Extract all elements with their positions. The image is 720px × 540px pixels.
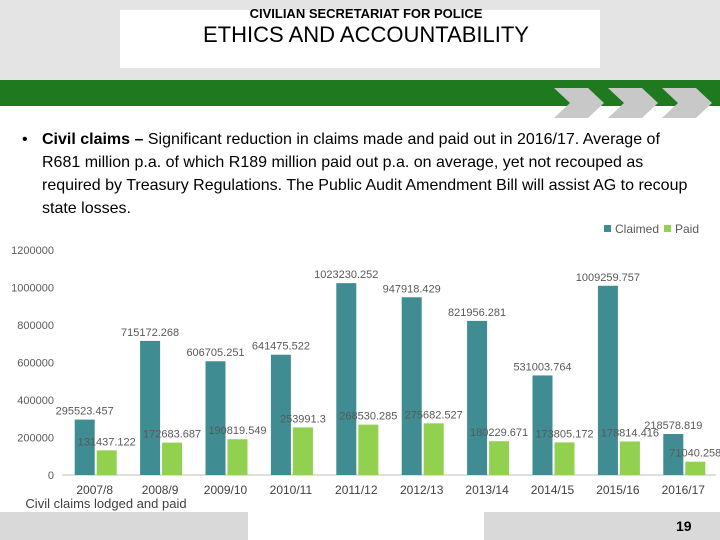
data-label-paid: 180229.671 (470, 427, 528, 439)
bullet-marker: • (22, 131, 28, 148)
x-tick-label: 2016/17 (662, 483, 706, 497)
data-label-claimed: 641475.522 (252, 341, 310, 353)
data-label-paid: 71040.258 (669, 448, 720, 460)
data-label-claimed: 947918.429 (383, 283, 441, 295)
x-tick-label: 2015/16 (596, 483, 640, 497)
data-label-claimed: 606705.251 (186, 347, 244, 359)
bar-paid (554, 442, 575, 475)
bar-claimed (270, 354, 291, 475)
x-tick-label: 2008/9 (142, 483, 179, 497)
x-axis-title: Civil claims lodged and paid (25, 496, 186, 511)
y-tick-label: 400000 (17, 395, 54, 407)
y-tick-label: 0 (48, 470, 54, 482)
bar-claimed (140, 340, 161, 475)
bar-paid (292, 427, 313, 475)
claims-bar-chart: Claimed Paid 0 200000 400000 600000 800000 10… (11, 222, 720, 511)
data-label-claimed: 218578.819 (644, 420, 702, 432)
data-label-claimed: 295523.457 (56, 406, 114, 418)
chevron-right-icon (554, 88, 604, 118)
bar-claimed (597, 285, 618, 475)
data-label-paid: 190819.549 (208, 425, 266, 437)
bar-paid (423, 423, 444, 475)
x-tick-label: 2007/8 (76, 483, 113, 497)
legend-swatch-paid (664, 225, 671, 232)
data-label-claimed: 1023230.252 (314, 269, 378, 281)
footer-text: CIVILIAN SECRETARIAT FOR POLICE (249, 6, 483, 21)
x-axis-ticks: 2007/8 2008/9 2009/10 2010/11 2011/12 2012/13… (76, 483, 705, 497)
y-tick-label: 800000 (17, 320, 54, 332)
bullet-paragraph: • Civil claims – Significant reduction i… (22, 128, 692, 220)
bar-claimed (663, 434, 684, 475)
legend-label-paid: Paid (675, 222, 699, 236)
x-tick-label: 2012/13 (400, 483, 444, 497)
x-tick-label: 2009/10 (204, 483, 248, 497)
bar-claimed (336, 283, 357, 475)
bullet-heading: Civil claims – (42, 131, 148, 148)
bar-claimed (532, 375, 553, 475)
bullet-body: Significant reduction in claims made and… (42, 131, 688, 217)
data-label-claimed: 531003.764 (513, 361, 571, 373)
bar-claimed (205, 361, 226, 475)
bar-claimed (401, 297, 422, 475)
bar-paid (685, 461, 706, 475)
x-tick-label: 2013/14 (465, 483, 509, 497)
data-label-paid: 173805.172 (535, 428, 593, 440)
page-number: 19 (676, 518, 692, 534)
bar-claimed (74, 419, 95, 475)
bar-paid (227, 439, 248, 475)
data-label-claimed: 821956.281 (448, 307, 506, 319)
slide-title: ETHICS AND ACCOUNTABILITY (203, 22, 529, 47)
data-label-paid: 253991.3 (280, 413, 326, 425)
bar-paid (489, 441, 510, 475)
bar-paid (162, 442, 183, 475)
y-tick-label: 1200000 (11, 245, 54, 257)
bars-group: 295523.457 131437.122 715172.268 172683.687… (56, 269, 720, 475)
legend-label-claimed: Claimed (615, 222, 659, 236)
bar-paid (358, 424, 379, 475)
x-tick-label: 2010/11 (270, 483, 313, 497)
footer-box (248, 512, 484, 540)
y-tick-label: 200000 (17, 433, 54, 445)
data-label-paid: 172683.687 (143, 429, 201, 441)
data-label-paid: 178814.416 (601, 427, 659, 439)
title-box (120, 10, 600, 68)
y-axis-ticks: 0 200000 400000 600000 800000 1000000 1200000 (11, 245, 54, 482)
chevron-right-icon (662, 88, 712, 118)
bar-paid (619, 441, 640, 475)
data-label-paid: 275682.527 (405, 409, 463, 421)
x-tick-label: 2011/12 (335, 483, 378, 497)
data-label-paid: 131437.122 (78, 436, 136, 448)
x-tick-label: 2014/15 (531, 483, 575, 497)
y-tick-label: 1000000 (11, 283, 54, 295)
legend-swatch-claimed (604, 225, 611, 232)
bar-paid (96, 450, 117, 475)
chevron-right-icon (608, 88, 658, 118)
footer-band (0, 512, 720, 540)
bar-claimed (467, 320, 488, 475)
y-tick-label: 600000 (17, 358, 54, 370)
header-band (0, 0, 720, 80)
data-label-claimed: 715172.268 (121, 327, 179, 339)
data-label-claimed: 1009259.757 (576, 272, 640, 284)
chart-legend: Claimed Paid (604, 222, 699, 236)
data-label-paid: 268530.285 (339, 411, 397, 423)
